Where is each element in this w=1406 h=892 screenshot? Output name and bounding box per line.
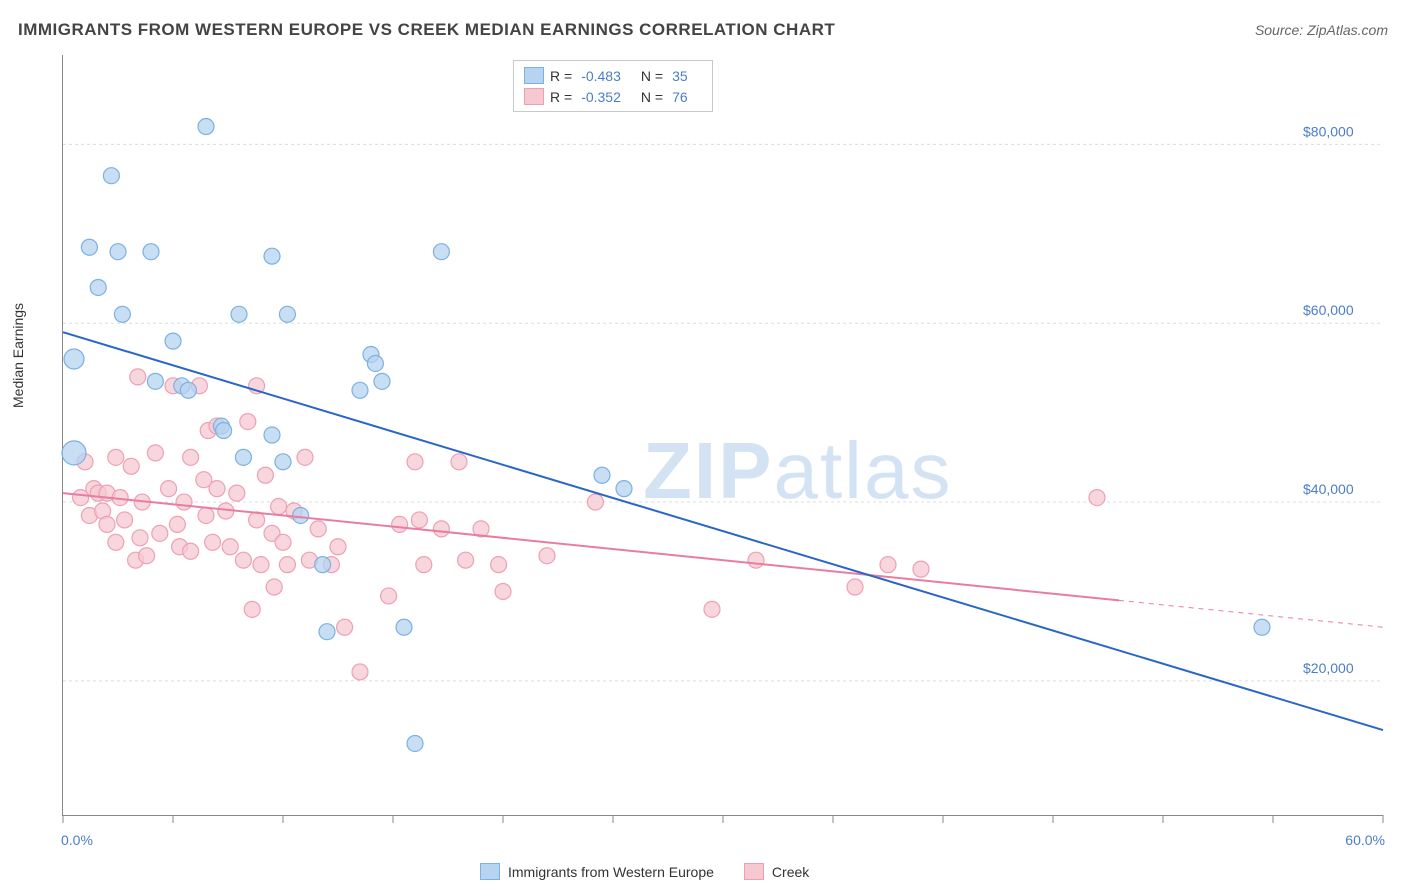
bottom-legend: Immigrants from Western Europe Creek (480, 863, 809, 880)
scatter-chart: $20,000$40,000$60,000$80,0000.0%60.0% (63, 55, 1383, 815)
stat-r-label: R = (550, 89, 572, 105)
stat-r-blue: -0.483 (581, 68, 621, 84)
stat-n-label: N = (641, 89, 663, 105)
stats-row-blue: R = -0.483 N = 35 (524, 65, 702, 86)
plot-area: $20,000$40,000$60,000$80,0000.0%60.0% R … (62, 55, 1383, 816)
svg-text:$40,000: $40,000 (1303, 481, 1354, 497)
stat-r-label: R = (550, 68, 572, 84)
source-attribution: Source: ZipAtlas.com (1255, 22, 1388, 38)
svg-text:$20,000: $20,000 (1303, 660, 1354, 676)
stats-legend-box: R = -0.483 N = 35 R = -0.352 N = 76 (513, 60, 713, 112)
svg-text:$80,000: $80,000 (1303, 123, 1354, 139)
swatch-blue (480, 863, 500, 880)
legend-label-blue: Immigrants from Western Europe (508, 864, 714, 880)
svg-text:$60,000: $60,000 (1303, 302, 1354, 318)
chart-title: IMMIGRANTS FROM WESTERN EUROPE VS CREEK … (18, 20, 835, 40)
stat-n-pink: 76 (672, 89, 688, 105)
stat-r-pink: -0.352 (581, 89, 621, 105)
stat-n-blue: 35 (672, 68, 688, 84)
swatch-pink (744, 863, 764, 880)
swatch-pink (524, 88, 544, 105)
svg-text:60.0%: 60.0% (1345, 832, 1385, 848)
stat-n-label: N = (641, 68, 663, 84)
svg-text:0.0%: 0.0% (61, 832, 93, 848)
y-axis-label: Median Earnings (10, 303, 26, 408)
stats-row-pink: R = -0.352 N = 76 (524, 86, 702, 107)
legend-item-pink: Creek (744, 863, 809, 880)
swatch-blue (524, 67, 544, 84)
legend-label-pink: Creek (772, 864, 809, 880)
legend-item-blue: Immigrants from Western Europe (480, 863, 714, 880)
